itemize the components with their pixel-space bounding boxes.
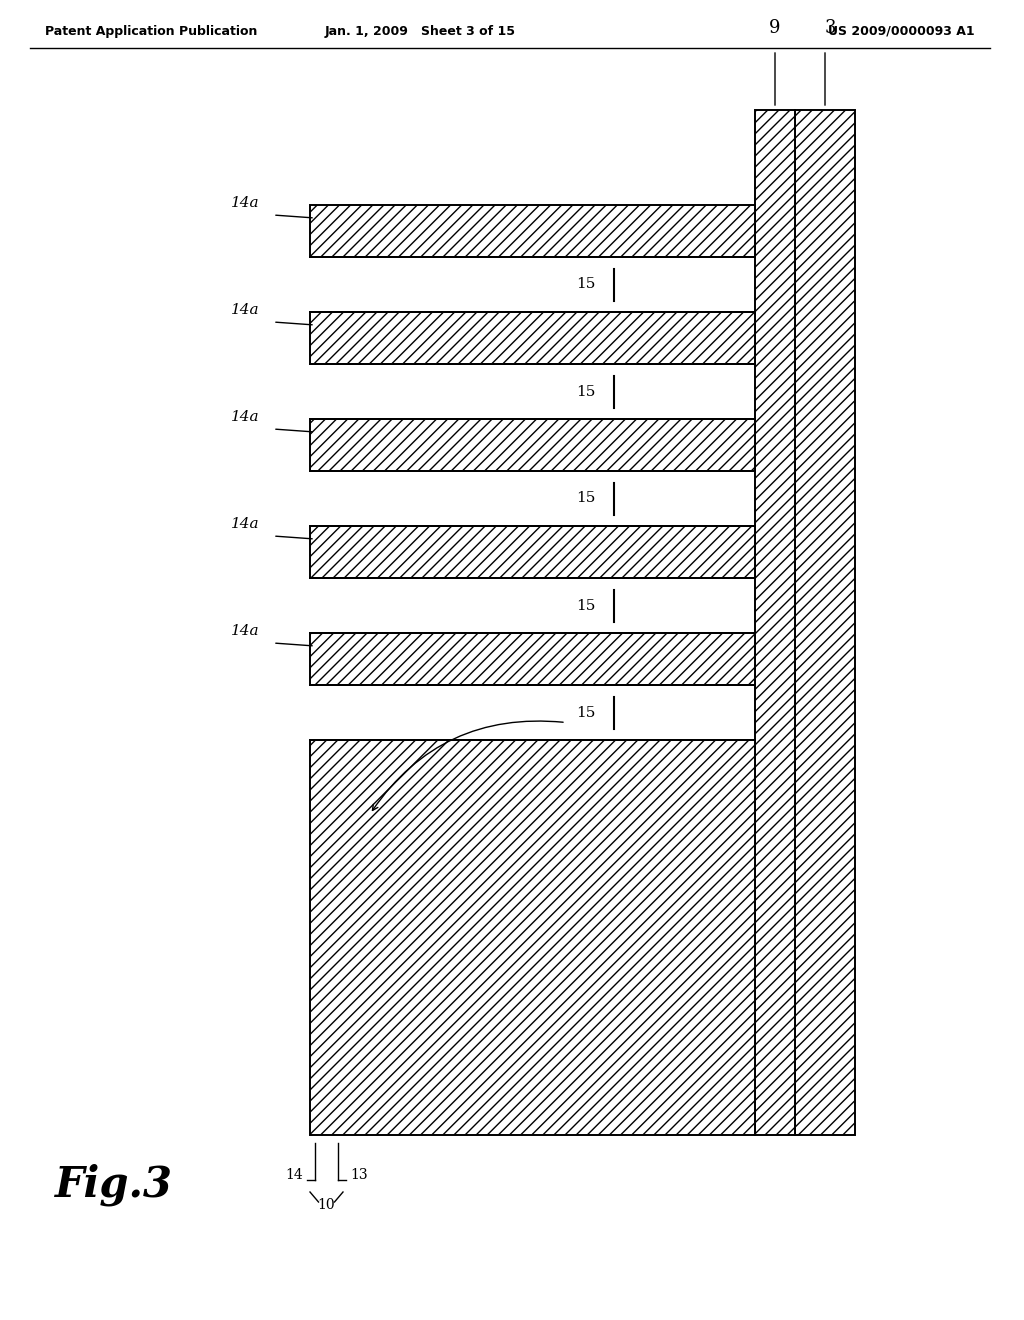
Bar [310, 418, 755, 471]
Bar [755, 110, 795, 1135]
Text: 15: 15 [577, 384, 596, 399]
Bar [310, 634, 755, 685]
Text: 14a: 14a [230, 624, 259, 638]
Bar [310, 525, 755, 578]
Bar [310, 312, 755, 364]
Bar [310, 741, 755, 1135]
Bar [310, 312, 755, 364]
Bar [310, 205, 755, 257]
Text: 14a: 14a [230, 304, 259, 317]
Bar [795, 110, 855, 1135]
Bar [310, 525, 755, 578]
Text: 14a: 14a [230, 195, 259, 210]
Bar [755, 110, 795, 1135]
Bar [310, 205, 755, 257]
Bar [795, 110, 855, 1135]
Text: Fig.3: Fig.3 [55, 1164, 173, 1206]
Text: Patent Application Publication: Patent Application Publication [45, 25, 257, 38]
Text: 15: 15 [577, 491, 596, 506]
Text: 15: 15 [577, 277, 596, 292]
Text: 10: 10 [317, 1199, 335, 1212]
Text: 14a: 14a [230, 411, 259, 424]
Text: 15: 15 [577, 705, 596, 719]
Text: 3: 3 [824, 18, 836, 37]
Text: 14: 14 [286, 1168, 303, 1181]
Text: US 2009/0000093 A1: US 2009/0000093 A1 [828, 25, 975, 38]
Bar [310, 634, 755, 685]
Bar [310, 418, 755, 471]
Text: 14a: 14a [230, 517, 259, 531]
Text: 15: 15 [577, 598, 596, 612]
Text: Jan. 1, 2009   Sheet 3 of 15: Jan. 1, 2009 Sheet 3 of 15 [325, 25, 515, 38]
Bar [310, 741, 755, 1135]
Text: 13: 13 [350, 1168, 368, 1181]
Text: 9: 9 [769, 18, 780, 37]
